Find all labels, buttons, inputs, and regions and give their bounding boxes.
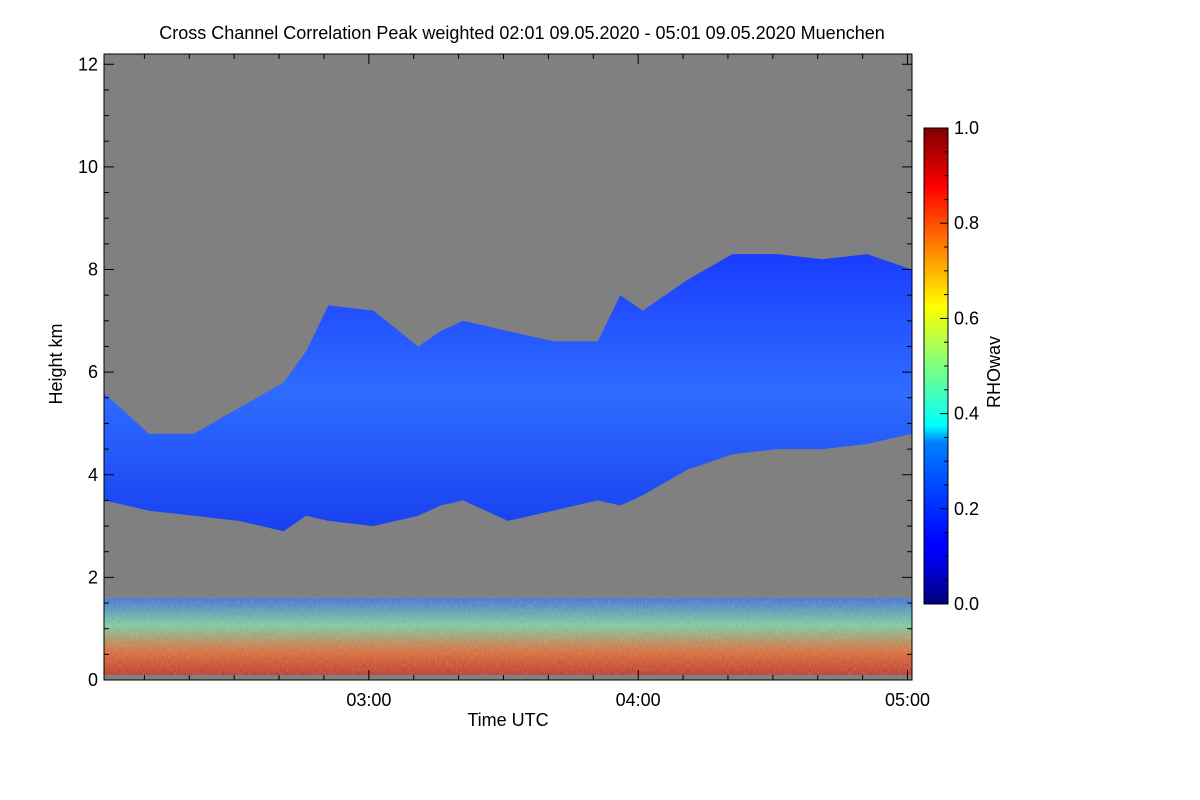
colorbar-label: RHOwav bbox=[984, 336, 1004, 408]
x-axis: 03:00 04:00 05:00 bbox=[143, 54, 930, 710]
chart-title: Cross Channel Correlation Peak weighted … bbox=[159, 23, 885, 43]
colorbar-tick-label: 0.2 bbox=[954, 499, 979, 519]
y-tick-label: 2 bbox=[88, 567, 98, 587]
colorbar-tick-label: 0.6 bbox=[954, 308, 979, 328]
y-tick-label: 12 bbox=[78, 54, 98, 74]
y-tick-label: 0 bbox=[88, 670, 98, 690]
y-tick-label: 4 bbox=[88, 465, 98, 485]
colorbar-tick-label: 0.0 bbox=[954, 594, 979, 614]
y-axis: 0 2 4 6 8 10 12 bbox=[78, 54, 912, 690]
y-axis-label: Height km bbox=[46, 323, 66, 404]
x-tick-label: 03:00 bbox=[346, 690, 391, 710]
colorbar-tick-label: 0.4 bbox=[954, 404, 979, 424]
aerosol-layer-texture bbox=[104, 597, 912, 675]
colorbar-tick-label: 0.8 bbox=[954, 213, 979, 233]
x-tick-label: 05:00 bbox=[885, 690, 930, 710]
plot-area bbox=[104, 254, 912, 675]
y-tick-label: 6 bbox=[88, 362, 98, 382]
colorbar-tick-label: 1.0 bbox=[954, 118, 979, 138]
y-tick-label: 10 bbox=[78, 157, 98, 177]
x-axis-label: Time UTC bbox=[467, 710, 548, 730]
plot-frame bbox=[103, 53, 913, 681]
y-tick-label: 8 bbox=[88, 260, 98, 280]
colorbar: 0.0 0.2 0.4 0.6 0.8 1.0 bbox=[923, 118, 979, 614]
cloud-layer bbox=[104, 254, 912, 532]
x-tick-label: 04:00 bbox=[616, 690, 661, 710]
